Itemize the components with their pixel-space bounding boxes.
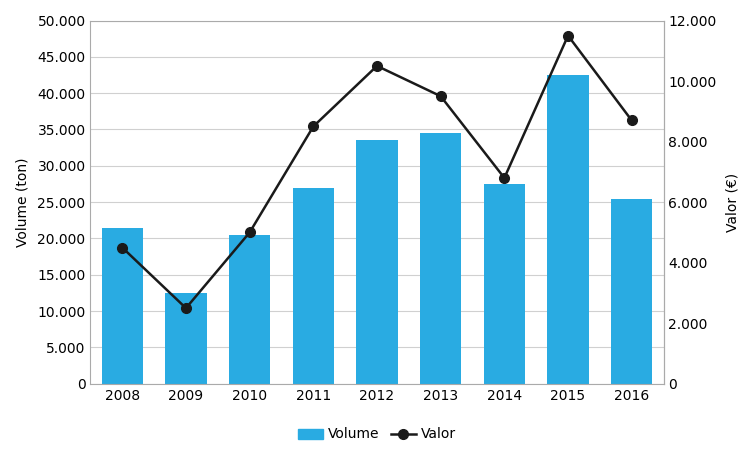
Valor — [182, 306, 191, 311]
Bar — [102, 227, 143, 384]
Valor — [627, 118, 636, 123]
Bar — [483, 184, 525, 384]
Legend: Volume, Valor: Volume, Valor — [292, 422, 462, 447]
Bar — [229, 235, 271, 384]
Bar — [165, 293, 207, 384]
Valor — [118, 245, 127, 250]
Y-axis label: Volume (ton): Volume (ton) — [15, 158, 29, 247]
Valor — [436, 94, 445, 99]
Bar — [293, 188, 334, 384]
Bar — [357, 140, 397, 384]
Valor — [245, 230, 254, 235]
Valor — [372, 63, 382, 69]
Valor — [563, 33, 572, 38]
Bar — [420, 133, 461, 384]
Bar — [611, 198, 652, 384]
Y-axis label: Valor (€): Valor (€) — [725, 173, 739, 232]
Valor — [309, 124, 318, 129]
Valor — [500, 175, 509, 181]
Bar — [547, 75, 589, 384]
Line: Valor: Valor — [118, 31, 636, 313]
